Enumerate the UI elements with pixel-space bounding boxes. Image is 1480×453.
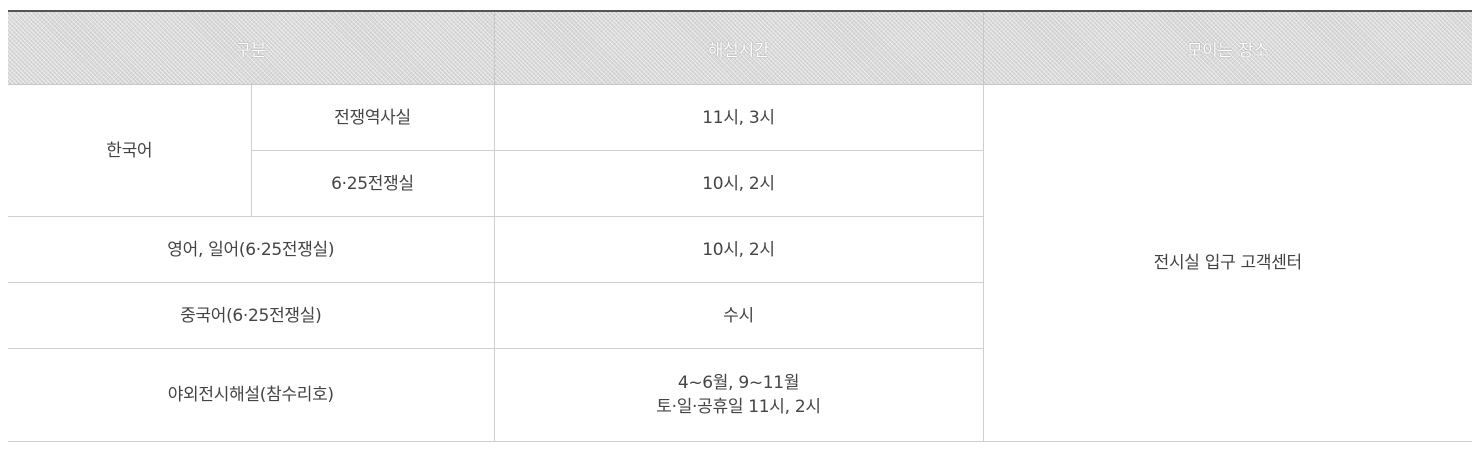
header-category: 구분 (8, 11, 495, 85)
korean-war-room-cell: 6·25전쟁실 (251, 150, 495, 217)
korean-war-room-time: 10시, 2시 (494, 150, 984, 217)
table-row: 6·25전쟁실 10시, 2시 (8, 150, 1472, 217)
meeting-place-cell: 전시실 입구 고객센터 (983, 84, 1472, 442)
table-row: 중국어(6·25전쟁실) 수시 (8, 282, 1472, 349)
outdoor-guide-cell: 야외전시해설(참수리호) (8, 348, 495, 442)
table-body: 한국어 전쟁역사실 11시, 3시 전시실 입구 고객센터 6·25전쟁실 10… (8, 84, 1472, 442)
header-row: 구분 해설시간 모이는 장소 (8, 11, 1472, 85)
korean-language-cell: 한국어 (8, 84, 252, 217)
english-japanese-cell: 영어, 일어(6·25전쟁실) (8, 216, 495, 283)
guide-schedule-table-wrapper: 구분 해설시간 모이는 장소 한국어 전쟁역사실 11시, 3시 전시실 입구 … (8, 10, 1472, 442)
english-japanese-time: 10시, 2시 (494, 216, 984, 283)
chinese-time: 수시 (494, 282, 984, 349)
outdoor-guide-time: 4~6월, 9~11월 토·일·공휴일 11시, 2시 (494, 348, 984, 442)
table-row: 야외전시해설(참수리호) 4~6월, 9~11월 토·일·공휴일 11시, 2시 (8, 348, 1472, 442)
outdoor-time-days: 토·일·공휴일 11시, 2시 (656, 397, 821, 417)
guide-schedule-table: 구분 해설시간 모이는 장소 한국어 전쟁역사실 11시, 3시 전시실 입구 … (8, 10, 1472, 442)
header-time: 해설시간 (494, 11, 984, 85)
table-row: 영어, 일어(6·25전쟁실) 10시, 2시 (8, 216, 1472, 283)
war-history-room-time: 11시, 3시 (494, 84, 984, 151)
chinese-cell: 중국어(6·25전쟁실) (8, 282, 495, 349)
header-meeting-place: 모이는 장소 (983, 11, 1472, 85)
table-row: 한국어 전쟁역사실 11시, 3시 전시실 입구 고객센터 (8, 84, 1472, 442)
table-header: 구분 해설시간 모이는 장소 (8, 11, 1472, 85)
outdoor-time-months: 4~6월, 9~11월 (677, 373, 800, 393)
war-history-room-cell: 전쟁역사실 (251, 84, 495, 151)
